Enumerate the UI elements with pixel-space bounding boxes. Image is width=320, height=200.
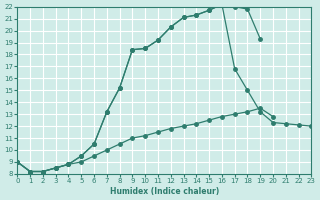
X-axis label: Humidex (Indice chaleur): Humidex (Indice chaleur) bbox=[110, 187, 219, 196]
